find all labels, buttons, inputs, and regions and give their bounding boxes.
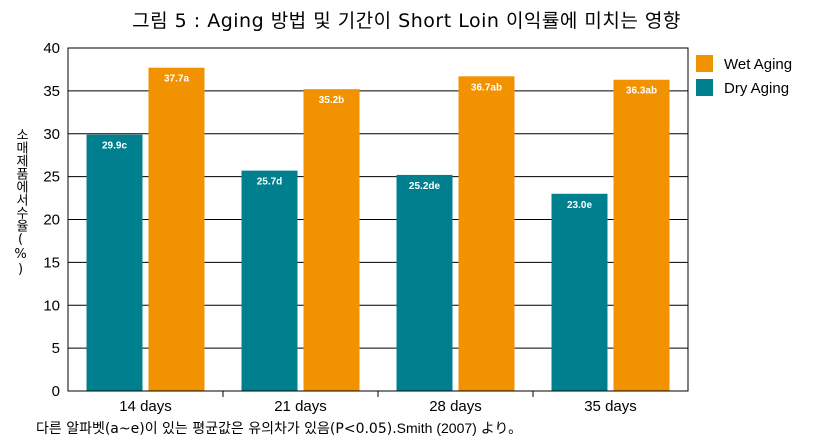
bars xyxy=(86,67,670,392)
bar-dry-aging xyxy=(86,134,143,392)
x-category-label: 28 days xyxy=(429,398,482,415)
x-category-label: 14 days xyxy=(119,398,172,415)
data-label: 35.2b xyxy=(319,95,345,106)
y-tick-label: 30 xyxy=(43,126,60,143)
bar-wet-aging xyxy=(458,76,515,392)
bar-dry-aging xyxy=(551,193,608,391)
y-tick-label: 40 xyxy=(43,40,60,57)
legend-swatch xyxy=(696,79,713,96)
bar-wet-aging xyxy=(148,67,205,391)
legend: Wet Aging Dry Aging xyxy=(696,55,792,97)
y-tick-label: 0 xyxy=(52,383,60,400)
x-category-label: 35 days xyxy=(584,398,637,415)
footnote: 다른 알파벳(a~e)이 있는 평균값은 유의차가 있음(P<0.05).Smi… xyxy=(36,418,522,438)
bar-wet-aging xyxy=(303,89,360,391)
legend-label: Wet Aging xyxy=(724,56,792,73)
data-label: 37.7a xyxy=(164,74,189,85)
data-label: 36.3ab xyxy=(626,86,657,97)
y-tick-label: 25 xyxy=(43,169,60,186)
y-tick-label: 35 xyxy=(43,83,60,100)
legend-label: Dry Aging xyxy=(724,80,789,97)
x-category-label: 21 days xyxy=(274,398,327,415)
data-label: 23.0e xyxy=(567,200,592,211)
data-labels: 29.9c 37.7a 25.7d 35.2b 25.2de 36.7ab 23.0e 36.… xyxy=(102,74,657,211)
y-tick-label: 20 xyxy=(43,212,60,229)
bar-wet-aging xyxy=(613,79,670,391)
bar-dry-aging xyxy=(241,170,298,391)
data-label: 29.9c xyxy=(102,141,127,152)
footnote-source: Smith (2007) より。 xyxy=(396,420,523,436)
footnote-text: 다른 알파벳(a~e)이 있는 평균값은 유의차가 있음(P<0.05). xyxy=(36,421,397,437)
legend-swatch xyxy=(696,55,713,72)
y-tick-label: 15 xyxy=(43,254,60,271)
data-label: 36.7ab xyxy=(471,82,502,93)
data-label: 25.2de xyxy=(409,181,441,192)
chart-title: 그림 5 : Aging 방법 및 기간이 Short Loin 이익률에 미치… xyxy=(132,10,681,32)
y-tick-label: 10 xyxy=(43,297,60,314)
bar-dry-aging xyxy=(396,174,453,391)
data-label: 25.7d xyxy=(257,177,283,188)
y-axis-label: 소매제품에서수율(%) xyxy=(13,128,28,277)
y-tick-label: 5 xyxy=(52,340,60,357)
axes: 0 5 10 15 20 25 30 35 40 14 days 21 days 28 days 35 … xyxy=(43,40,689,415)
